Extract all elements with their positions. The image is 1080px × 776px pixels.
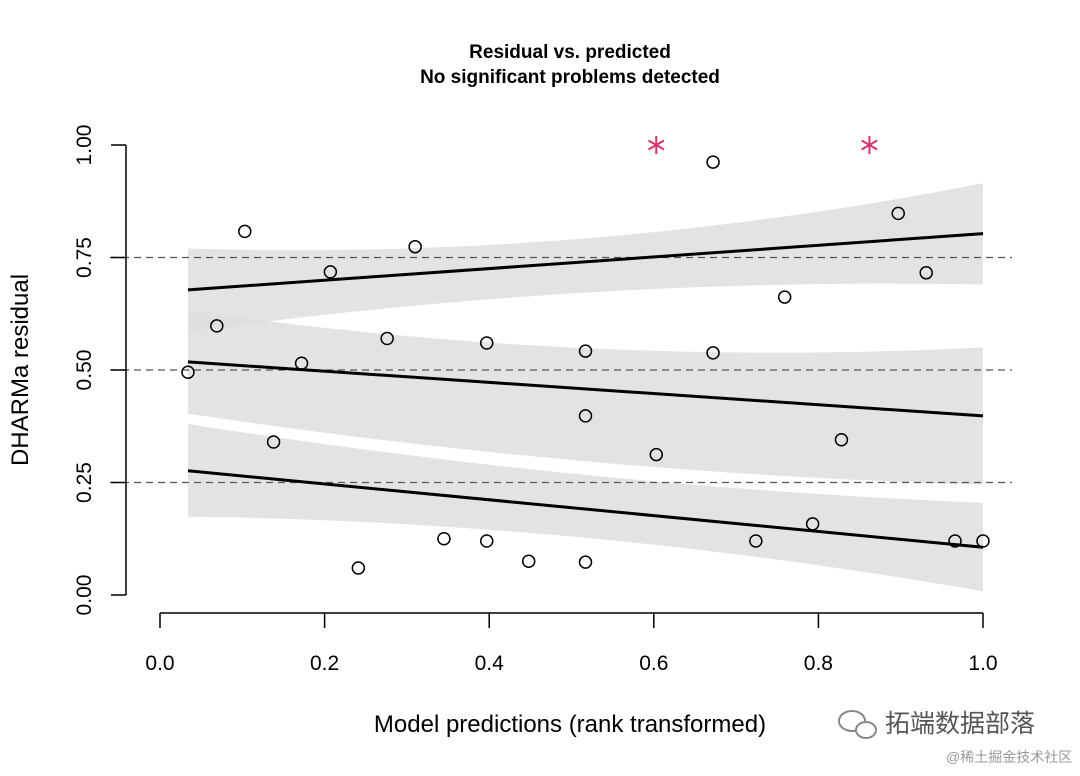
data-point [210,319,224,333]
data-point [294,356,309,370]
data-point [521,554,536,568]
y-tick-label: 0.00 [73,575,96,616]
y-tick-label: 0.50 [73,350,96,391]
y-axis: 0.00 0.25 0.50 0.75 1.00 [73,125,127,616]
x-tick-label: 1.0 [968,652,997,675]
wechat-icon [838,710,877,739]
outlier-star-stroke [861,139,878,151]
data-point [777,290,792,304]
data-point [578,344,593,358]
data-point [891,206,905,221]
y-axis-label: DHARMa residual [7,274,34,466]
data-point [323,265,338,279]
confidence-band-q0.5 [188,310,983,485]
quantile-fit-lines [187,232,984,549]
y-tick-label: 0.75 [73,237,96,278]
watermark: 拓端数据部落 @稀土掘金技术社区 [838,710,1072,765]
data-point [749,534,763,548]
data-point [649,447,664,462]
reference-lines [110,256,1012,484]
outlier-points [647,136,878,154]
confidence-band-q0.75 [188,183,983,332]
data-point [351,561,366,575]
data-point [976,534,990,548]
fit-line-q0.5 [187,360,984,418]
fit-line-q0.25 [187,469,984,549]
outlier-point [647,136,665,154]
y-tick-label: 1.00 [73,125,96,166]
data-point [919,266,933,280]
residual-points [181,155,990,575]
data-point [578,409,593,423]
outlier-point [861,136,878,154]
y-tick-label: 0.25 [73,462,96,503]
chart-title: Residual vs. predicted [469,42,671,63]
x-axis-label: Model predictions (rank transformed) [374,711,766,738]
data-point [479,534,494,548]
x-tick-label: 0.0 [145,652,174,675]
data-point [380,331,394,346]
data-point [238,224,252,239]
confidence-bands [188,183,983,592]
outlier-star-stroke [647,139,665,151]
data-point [479,336,494,350]
watermark-text: 拓端数据部落 [885,710,1035,738]
data-point [181,365,195,379]
data-point [437,532,451,546]
x-tick-label: 0.6 [639,652,668,675]
data-point [408,239,422,254]
chart-subtitle: No significant problems detected [420,67,720,88]
data-point [578,555,593,569]
data-point [948,534,962,548]
data-point [834,433,849,447]
data-point [266,435,281,449]
x-tick-label: 0.8 [804,652,833,675]
data-point [805,517,820,531]
x-tick-label: 0.4 [475,652,505,675]
x-axis: 0.0 0.2 0.4 0.6 0.8 1.0 [145,612,998,675]
watermark-subtext: @稀土掘金技术社区 [946,749,1072,765]
x-tick-label: 0.2 [310,652,339,675]
data-point [706,155,720,169]
fit-line-q0.75 [187,232,984,292]
data-point [706,346,720,360]
